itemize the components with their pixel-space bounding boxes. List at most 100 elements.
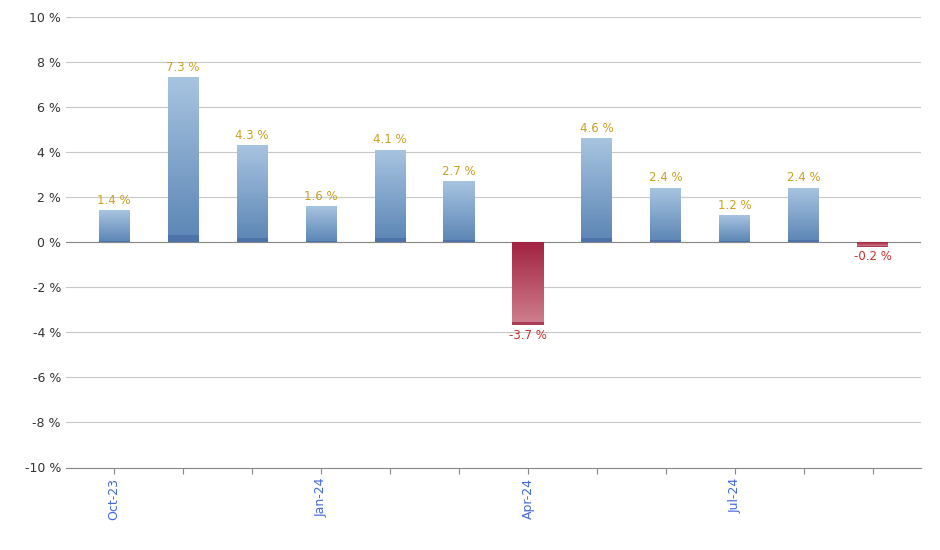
Text: 4.1 %: 4.1 % <box>373 133 407 146</box>
Bar <box>512 247 543 249</box>
Bar <box>650 225 681 226</box>
Bar <box>650 213 681 214</box>
Bar <box>582 219 613 221</box>
Bar <box>237 211 268 213</box>
Bar <box>99 222 130 223</box>
Bar <box>512 276 543 277</box>
Bar <box>167 146 198 150</box>
Bar <box>306 235 337 236</box>
Bar <box>374 159 405 161</box>
Bar <box>167 186 198 189</box>
Bar <box>374 223 405 225</box>
Bar <box>582 186 613 188</box>
Bar <box>99 213 130 214</box>
Bar <box>306 214 337 215</box>
Bar <box>582 194 613 196</box>
Bar <box>306 237 337 238</box>
Bar <box>444 224 475 225</box>
Bar <box>789 199 820 200</box>
Bar <box>789 241 820 242</box>
Bar <box>237 207 268 209</box>
Bar <box>582 207 613 209</box>
Bar <box>167 212 198 216</box>
Bar <box>237 234 268 236</box>
Bar <box>99 234 130 235</box>
Bar <box>512 290 543 292</box>
Bar <box>306 226 337 227</box>
Bar <box>306 211 337 212</box>
Bar <box>650 205 681 206</box>
Text: 7.3 %: 7.3 % <box>166 61 200 74</box>
Bar <box>789 194 820 195</box>
Bar <box>237 172 268 174</box>
Bar <box>99 230 130 231</box>
Bar <box>582 151 613 153</box>
Bar <box>237 221 268 223</box>
Bar <box>512 274 543 276</box>
Bar <box>789 223 820 224</box>
Bar <box>237 176 268 178</box>
Bar <box>582 161 613 163</box>
Bar <box>99 225 130 226</box>
Bar <box>444 220 475 221</box>
Bar <box>582 155 613 157</box>
Bar <box>789 211 820 212</box>
Bar <box>444 230 475 231</box>
Bar <box>582 146 613 148</box>
Bar <box>167 166 198 169</box>
Bar <box>167 189 198 192</box>
Bar <box>237 153 268 155</box>
Bar <box>789 230 820 231</box>
Bar <box>650 227 681 228</box>
Bar <box>512 245 543 247</box>
Bar <box>374 168 405 170</box>
Bar <box>374 190 405 192</box>
Bar <box>167 104 198 107</box>
Bar <box>167 222 198 226</box>
Bar <box>512 279 543 280</box>
Bar <box>444 198 475 200</box>
Bar <box>167 199 198 202</box>
Bar <box>512 269 543 271</box>
Bar <box>167 235 198 242</box>
Bar <box>444 225 475 226</box>
Bar <box>237 240 268 242</box>
Text: 4.3 %: 4.3 % <box>235 129 269 142</box>
Bar <box>306 238 337 239</box>
Bar <box>237 228 268 230</box>
Bar <box>650 229 681 230</box>
Bar <box>582 167 613 169</box>
Bar <box>789 189 820 190</box>
Bar <box>237 190 268 191</box>
Bar <box>374 222 405 223</box>
Bar <box>444 197 475 198</box>
Bar <box>582 232 613 234</box>
Bar <box>374 196 405 197</box>
Bar <box>582 153 613 155</box>
Bar <box>167 78 198 81</box>
Bar <box>374 227 405 229</box>
Bar <box>444 200 475 201</box>
Bar <box>582 209 613 211</box>
Text: 1.4 %: 1.4 % <box>97 194 131 207</box>
Bar <box>167 97 198 101</box>
Bar <box>167 209 198 212</box>
Bar <box>306 222 337 223</box>
Bar <box>650 231 681 232</box>
Bar <box>374 170 405 172</box>
Bar <box>237 158 268 161</box>
Bar <box>444 219 475 220</box>
Bar <box>237 227 268 228</box>
Bar <box>167 87 198 91</box>
Bar <box>374 226 405 227</box>
Bar <box>306 206 337 207</box>
Bar <box>789 229 820 230</box>
Bar <box>512 250 543 252</box>
Bar <box>374 229 405 231</box>
Bar <box>582 148 613 151</box>
Bar <box>582 240 613 242</box>
Bar <box>650 191 681 192</box>
Text: -0.2 %: -0.2 % <box>854 250 892 263</box>
Bar <box>789 233 820 234</box>
Bar <box>650 221 681 222</box>
